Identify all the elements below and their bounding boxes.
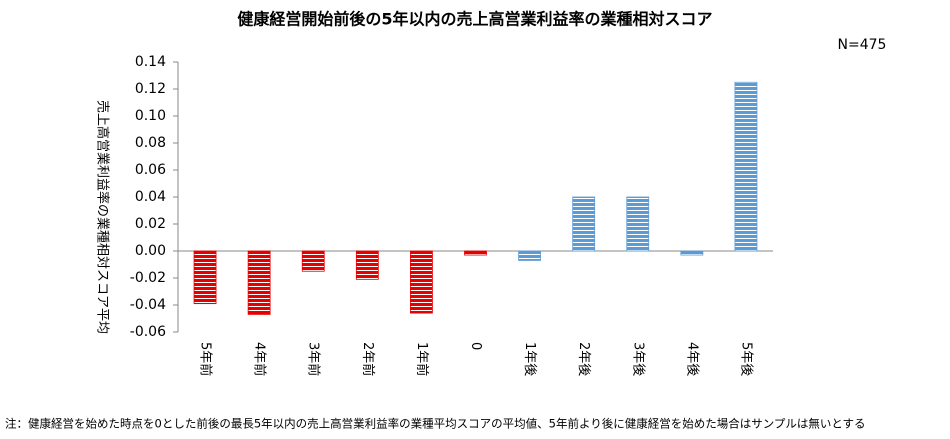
y-tick-label: 0.06 [135, 162, 166, 178]
bar [193, 250, 217, 305]
bar [626, 196, 650, 252]
y-tick-label: 0.14 [135, 54, 166, 70]
bar [464, 250, 487, 256]
bar [518, 250, 541, 261]
chart-title: 健康経営開始前後の5年以内の売上高営業利益率の業種相対スコア [237, 10, 712, 29]
bar [355, 250, 379, 280]
x-tick-label: 3年後 [630, 342, 645, 376]
x-tick-label: 4年後 [684, 342, 699, 376]
y-axis-label: 売上高営業利益率の業種相対スコア平均 [95, 100, 111, 334]
y-tick-label: 0.12 [135, 81, 166, 97]
y-tick-label: 0.02 [135, 216, 166, 232]
sample-size: N=475 [838, 37, 887, 53]
y-tick-label: -0.04 [130, 297, 166, 313]
bar [680, 250, 704, 256]
y-tick-label: 0.04 [135, 189, 166, 205]
y-tick-label: 0.10 [135, 108, 166, 124]
bar [301, 250, 325, 272]
bar [734, 81, 758, 252]
x-tick-label: 2年前 [360, 342, 376, 376]
footnote: 注：健康経営を始めた時点を0とした前後の最長5年以内の売上高営業利益率の業種平均… [5, 417, 866, 431]
y-tick-label: -0.02 [130, 270, 166, 286]
y-tick-label: -0.06 [130, 324, 166, 340]
bar [572, 196, 596, 252]
bar [410, 250, 433, 314]
x-tick-label: 4年前 [252, 342, 268, 376]
x-tick-label: 3年前 [306, 342, 322, 376]
x-tick-label: 5年前 [198, 342, 214, 376]
y-tick-label: 0.08 [135, 135, 166, 151]
x-tick-label: 1年前 [414, 342, 430, 376]
x-tick-label: 1年後 [522, 342, 537, 376]
bar [247, 250, 271, 315]
y-tick-label: 0.00 [135, 243, 166, 259]
x-tick-label: 0 [468, 342, 483, 350]
x-tick-label: 2年後 [576, 342, 591, 376]
x-tick-label: 5年後 [738, 342, 753, 376]
